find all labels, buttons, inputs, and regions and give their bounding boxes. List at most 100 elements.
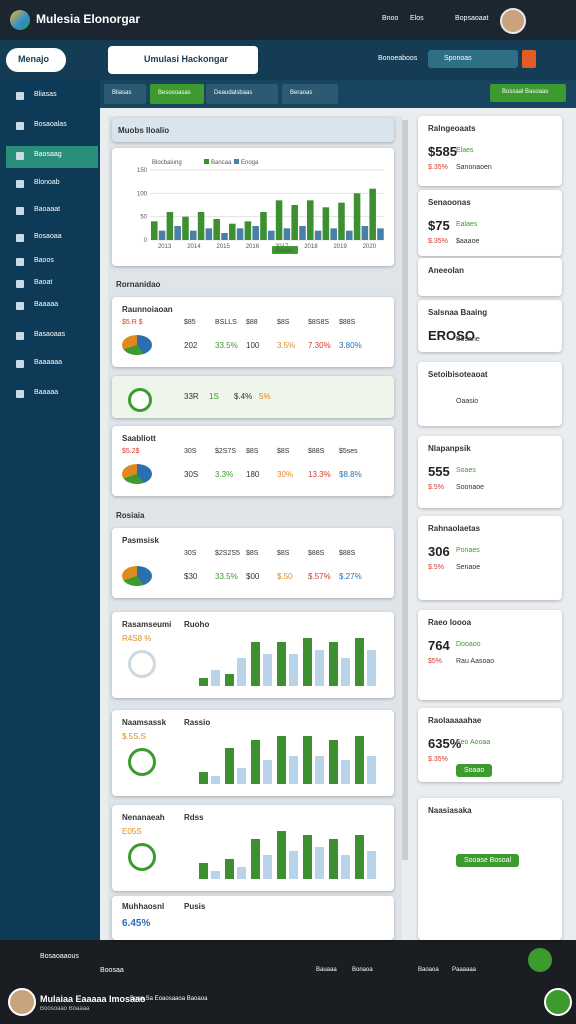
side-note: Dooaoo [456,641,481,648]
card-title: Raunnoiaoan [122,305,173,314]
nav-icon [16,302,24,310]
nav-item: Baaaaa [34,301,59,308]
side-label[interactable]: Soaao [456,764,493,777]
bar [190,230,197,240]
metric-card [112,426,394,496]
nav-icon [16,180,24,188]
cell: $8S [246,550,259,557]
menu-button[interactable] [6,48,66,72]
cell: 13.3% [308,470,331,479]
bar [289,654,298,686]
legend-label: Bancaa [211,160,232,166]
bar [151,221,158,240]
cell: $.4% [234,392,253,401]
cell: 7.30% [308,341,331,350]
side-title: Ralngeoaats [428,124,476,133]
cell: $88S [339,550,356,557]
tab[interactable] [104,84,146,104]
bar [329,642,338,686]
bar [225,674,234,686]
side-card [418,258,562,296]
side-card [418,190,562,256]
tab[interactable] [282,84,338,104]
mini-bar-chart [199,736,376,784]
cell: 100 [246,341,260,350]
cell: 3.5% [277,341,296,350]
bar [369,188,376,240]
card-title: Muhhaosnl [122,902,165,911]
side-title: Setoibisoteaoat [428,370,488,379]
card-sub: Rassio [184,718,211,727]
cell: $5ses [339,448,358,455]
cell: 180 [246,470,260,479]
bar [252,226,259,240]
nav-link: Elos [410,15,424,22]
metric-card [112,297,394,367]
side-note: Soaes [456,467,476,474]
card-value: R4S8 % [122,634,152,643]
fab[interactable] [528,948,552,972]
bar [229,223,236,240]
cell: $30 [184,572,198,581]
nav-item: Blonoab [34,179,60,186]
nav-active [6,146,98,168]
action-button[interactable] [490,84,566,102]
bar [322,207,330,240]
nav-icon [16,234,24,242]
user-avatar [8,988,36,1016]
bar [303,638,312,686]
side-value: 306 [428,544,450,559]
footer-icon-label: Bonaoa [352,967,373,973]
bar [377,228,384,240]
alert-button[interactable] [522,50,536,68]
bar [211,776,220,784]
bar [251,839,260,879]
nav-item: Baaaaa [34,389,59,396]
metric-card [112,528,394,598]
cell: $88S [308,448,325,455]
metric-card [112,376,394,418]
footer-tagline: Boosoaao Boaaaa [40,1006,90,1012]
side-label: Soonaoe [456,484,485,491]
nav-link: Bopsaoaat [455,15,489,22]
tab[interactable] [206,84,278,104]
side-label: Oaasio [456,398,479,405]
card-sub: $5.R $ [122,319,143,326]
tab-label: Bliasas [112,90,132,96]
x-tick-label: 2013 [158,244,172,250]
scrollbar [402,120,408,860]
search-box[interactable] [428,50,518,68]
bar [205,228,213,240]
bar [353,193,361,240]
cell: $8S [246,448,259,455]
avatar[interactable] [500,8,526,34]
x-tick-label: 2016 [246,244,260,250]
side-label[interactable]: Sooase Bosoal [456,854,520,867]
bar [263,855,272,879]
donut [128,748,156,776]
tab-label: Deaudalsbaas [214,90,253,96]
side-title: Aneeolan [428,266,465,275]
legend-swatch [234,159,239,164]
nav-icon [16,92,24,100]
bar [199,678,208,686]
tab[interactable] [150,84,204,104]
side-delta: $5% [428,658,443,665]
footer-text: Bosaoaaous [40,953,79,960]
bar [225,748,234,784]
bar [199,772,208,784]
side-title: Senaoonas [428,198,471,207]
nav-item: Baaaaaa [34,359,63,366]
bar [237,658,246,686]
cell: $.57% [308,572,331,581]
sub-link: Bonoeaboos [378,55,418,62]
menu-label: Menajo [18,54,50,64]
side-card [418,300,562,352]
bar [315,756,324,784]
bar [367,851,376,879]
side-card [418,610,562,700]
cell: 30S [184,448,197,455]
cell: $8S8S [308,319,330,326]
x-tick-label: 2018 [304,244,318,250]
